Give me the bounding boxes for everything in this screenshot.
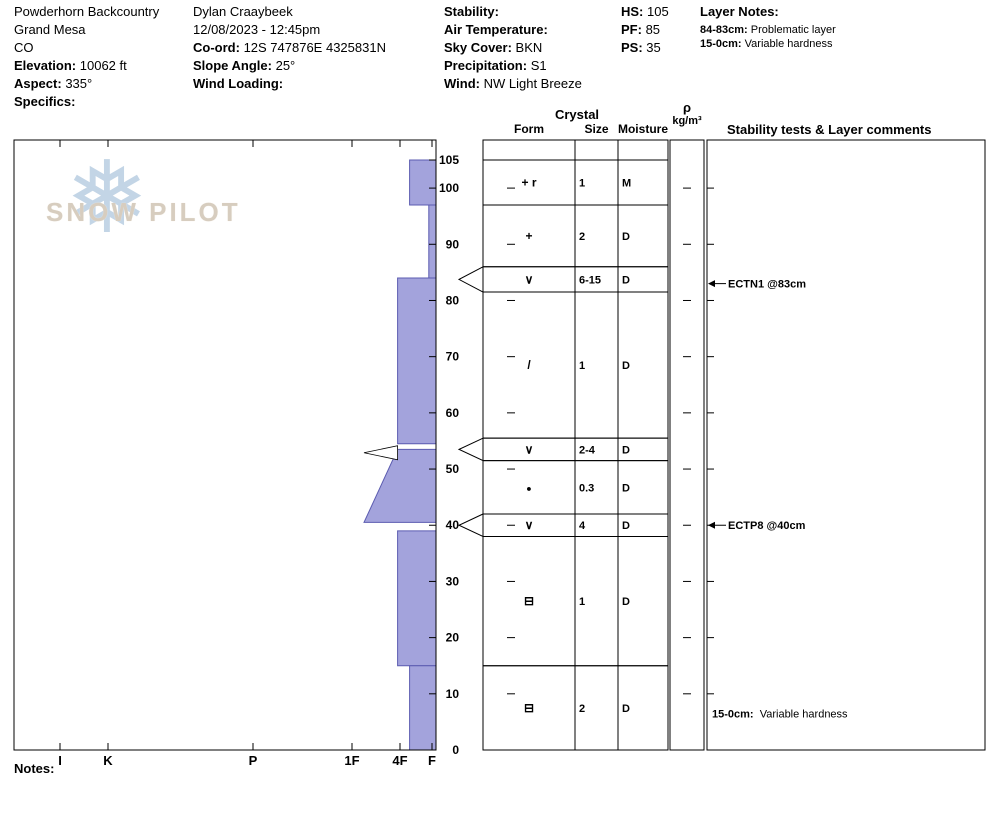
grain-form-1: +	[525, 229, 532, 243]
depth-label: 50	[446, 462, 460, 476]
wind-loading: Wind Loading:	[193, 76, 284, 91]
grain-moisture-0: M	[622, 177, 631, 189]
weak-layer-flag	[457, 437, 484, 462]
grain-moisture-4: D	[622, 444, 630, 456]
layer-of-concern-wedge	[363, 445, 399, 461]
depth-label: 90	[446, 237, 460, 251]
hardness-label: 4F	[392, 753, 407, 768]
grain-moisture-5: D	[622, 482, 630, 494]
grain-form-0: + r	[521, 175, 536, 189]
depth-label: 60	[446, 406, 460, 420]
weak-layer-flag	[457, 513, 484, 538]
grain-moisture-6: D	[622, 520, 630, 532]
depth-label: 105	[439, 153, 459, 167]
moisture-column-header: Moisture	[617, 122, 668, 136]
depth-label: 40	[446, 518, 460, 532]
snowflake-icon: ❅	[65, 142, 149, 254]
depth-label: 10	[446, 687, 460, 701]
hardness-label: 1F	[344, 753, 359, 768]
snow-layer-bar-1	[428, 204, 437, 279]
grain-form-2: ∨	[525, 272, 534, 286]
hardness-label: K	[103, 753, 113, 768]
stability: Stability:	[444, 4, 499, 19]
hardness-label: F	[428, 753, 436, 768]
grain-form-6: ∨	[525, 518, 534, 532]
grain-size-2: 6-15	[579, 274, 601, 286]
grain-size-1: 2	[579, 231, 585, 243]
grain-form-3: /	[527, 358, 531, 372]
pit-to: PS: 35	[621, 40, 661, 55]
stability-test-label-0: ECTN1 @83cm	[728, 279, 806, 291]
crystal-header: Crystal	[554, 107, 600, 122]
coordinates: Co-ord: 12S 747876E 4325831N	[193, 40, 386, 55]
snow-layer-bar-4	[397, 530, 437, 667]
site-state: CO	[14, 40, 34, 55]
depth-label: 0	[452, 743, 459, 757]
density-header: ρ	[682, 100, 692, 115]
observation-datetime: 12/08/2023 - 12:45pm	[193, 22, 321, 37]
snow-layer-bar-3	[363, 448, 437, 523]
depth-label: 20	[446, 631, 460, 645]
weak-layer-flag	[457, 265, 484, 293]
grain-moisture-7: D	[622, 596, 630, 608]
hardness-plot-frame	[13, 139, 437, 751]
grain-size-8: 2	[579, 703, 585, 715]
hardness-label: P	[249, 753, 258, 768]
snow-layer-bar-5	[409, 665, 437, 751]
site-specifics: Specifics:	[14, 94, 76, 109]
test-arrow-head	[708, 521, 715, 529]
height-of-snow: HS: 105	[621, 4, 669, 19]
site-range: Grand Mesa	[14, 22, 86, 37]
depth-label: 80	[446, 293, 460, 307]
grain-size-0: 1	[579, 177, 585, 189]
density-column-frame	[669, 139, 705, 751]
observer-name: Dylan Craaybeek	[193, 4, 293, 19]
grain-moisture-8: D	[622, 703, 630, 715]
pit-from: PF: 85	[621, 22, 661, 37]
layer-notes-title: Layer Notes:	[700, 4, 779, 19]
comments-column-header: Stability tests & Layer comments	[727, 122, 932, 137]
snow-layer-bar-2	[397, 277, 437, 445]
sky-cover: Sky Cover: BKN	[444, 40, 543, 55]
grain-size-4: 2-4	[579, 444, 596, 456]
site-elevation: Elevation: 10062 ft	[14, 58, 127, 73]
layer-note-item: 15-0cm: Variable hardness	[700, 38, 833, 50]
depth-label: 70	[446, 350, 460, 364]
grain-form-5: ●	[526, 483, 531, 493]
comments-column-frame	[706, 139, 986, 751]
hardness-label: I	[58, 753, 62, 768]
grain-form-8: ⊟	[524, 701, 534, 715]
size-column-header: Size	[584, 122, 609, 136]
grain-size-6: 4	[579, 520, 586, 532]
logo-text: SNOW PILOT	[46, 197, 241, 227]
depth-label: 100	[439, 181, 459, 195]
grain-moisture-1: D	[622, 231, 630, 243]
form-column-header: Form	[514, 122, 544, 136]
precipitation: Precipitation: S1	[444, 58, 547, 73]
grain-moisture-3: D	[622, 360, 630, 372]
notes-label: Notes:	[14, 761, 55, 776]
grain-moisture-2: D	[622, 274, 630, 286]
site-aspect: Aspect: 335°	[14, 76, 93, 91]
air-temperature: Air Temperature:	[444, 22, 548, 37]
grain-size-3: 1	[579, 360, 585, 372]
grain-form-7: ⊟	[524, 594, 534, 608]
wind: Wind: NW Light Breeze	[444, 76, 582, 91]
grain-size-7: 1	[579, 596, 585, 608]
grain-form-4: ∨	[525, 442, 534, 456]
depth-label: 30	[446, 574, 460, 588]
density-units-header: kg/m³	[672, 115, 702, 127]
layer-note-item: 84-83cm: Problematic layer	[700, 24, 836, 36]
layer-comment-0: 15-0cm: Variable hardness	[712, 708, 848, 720]
site-name: Powderhorn Backcountry	[14, 4, 160, 19]
grain-size-5: 0.3	[579, 482, 594, 494]
stability-test-label-1: ECTP8 @40cm	[728, 520, 806, 532]
test-arrow-head	[708, 280, 715, 288]
snow-layer-bar-0	[409, 159, 437, 206]
slope-angle: Slope Angle: 25°	[193, 58, 296, 73]
